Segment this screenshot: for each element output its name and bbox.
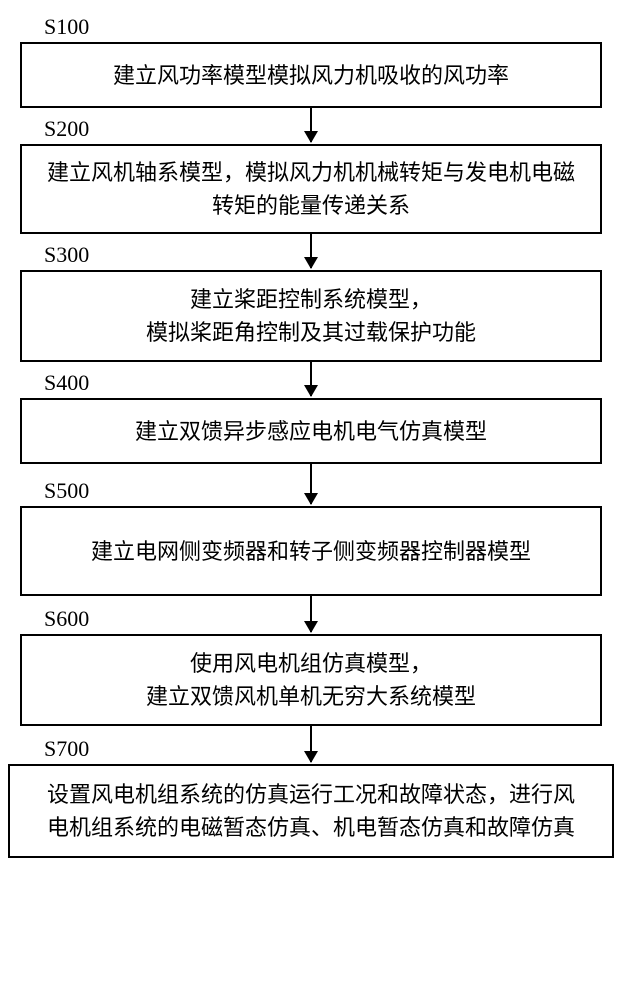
step-box-s700: 设置风电机组系统的仿真运行工况和故障状态，进行风 电机组系统的电磁暂态仿真、机电… <box>8 764 614 858</box>
label-text: S100 <box>44 14 89 39</box>
step-text: 使用风电机组仿真模型， 建立双馈风机单机无穷大系统模型 <box>146 647 476 713</box>
step-label-s700: S700 <box>44 736 89 762</box>
label-text: S500 <box>44 478 89 503</box>
step-box-s200: 建立风机轴系模型，模拟风力机机械转矩与发电机电磁 转矩的能量传递关系 <box>20 144 602 234</box>
label-text: S600 <box>44 606 89 631</box>
step-box-s500: 建立电网侧变频器和转子侧变频器控制器模型 <box>20 506 602 596</box>
flowchart-container: S100 建立风功率模型模拟风力机吸收的风功率 S200 建立风机轴系模型，模拟… <box>0 0 622 1000</box>
step-label-s500: S500 <box>44 478 89 504</box>
step-label-s300: S300 <box>44 242 89 268</box>
arrow-s500-s600 <box>310 596 312 632</box>
label-text: S700 <box>44 736 89 761</box>
label-text: S400 <box>44 370 89 395</box>
arrow-s600-s700 <box>310 726 312 762</box>
step-label-s600: S600 <box>44 606 89 632</box>
step-box-s400: 建立双馈异步感应电机电气仿真模型 <box>20 398 602 464</box>
step-text: 建立电网侧变频器和转子侧变频器控制器模型 <box>91 535 531 568</box>
step-text: 建立桨距控制系统模型， 模拟桨距角控制及其过载保护功能 <box>146 283 476 349</box>
step-text: 建立风机轴系模型，模拟风力机机械转矩与发电机电磁 转矩的能量传递关系 <box>47 156 575 222</box>
arrow-s100-s200 <box>310 108 312 142</box>
step-box-s600: 使用风电机组仿真模型， 建立双馈风机单机无穷大系统模型 <box>20 634 602 726</box>
step-label-s200: S200 <box>44 116 89 142</box>
arrow-s200-s300 <box>310 234 312 268</box>
step-text: 建立风功率模型模拟风力机吸收的风功率 <box>113 59 509 92</box>
step-box-s100: 建立风功率模型模拟风力机吸收的风功率 <box>20 42 602 108</box>
arrow-s400-s500 <box>310 464 312 504</box>
arrow-s300-s400 <box>310 362 312 396</box>
step-box-s300: 建立桨距控制系统模型， 模拟桨距角控制及其过载保护功能 <box>20 270 602 362</box>
step-text: 建立双馈异步感应电机电气仿真模型 <box>135 415 487 448</box>
step-text: 设置风电机组系统的仿真运行工况和故障状态，进行风 电机组系统的电磁暂态仿真、机电… <box>47 778 575 844</box>
label-text: S300 <box>44 242 89 267</box>
label-text: S200 <box>44 116 89 141</box>
step-label-s400: S400 <box>44 370 89 396</box>
step-label-s100: S100 <box>44 14 89 40</box>
